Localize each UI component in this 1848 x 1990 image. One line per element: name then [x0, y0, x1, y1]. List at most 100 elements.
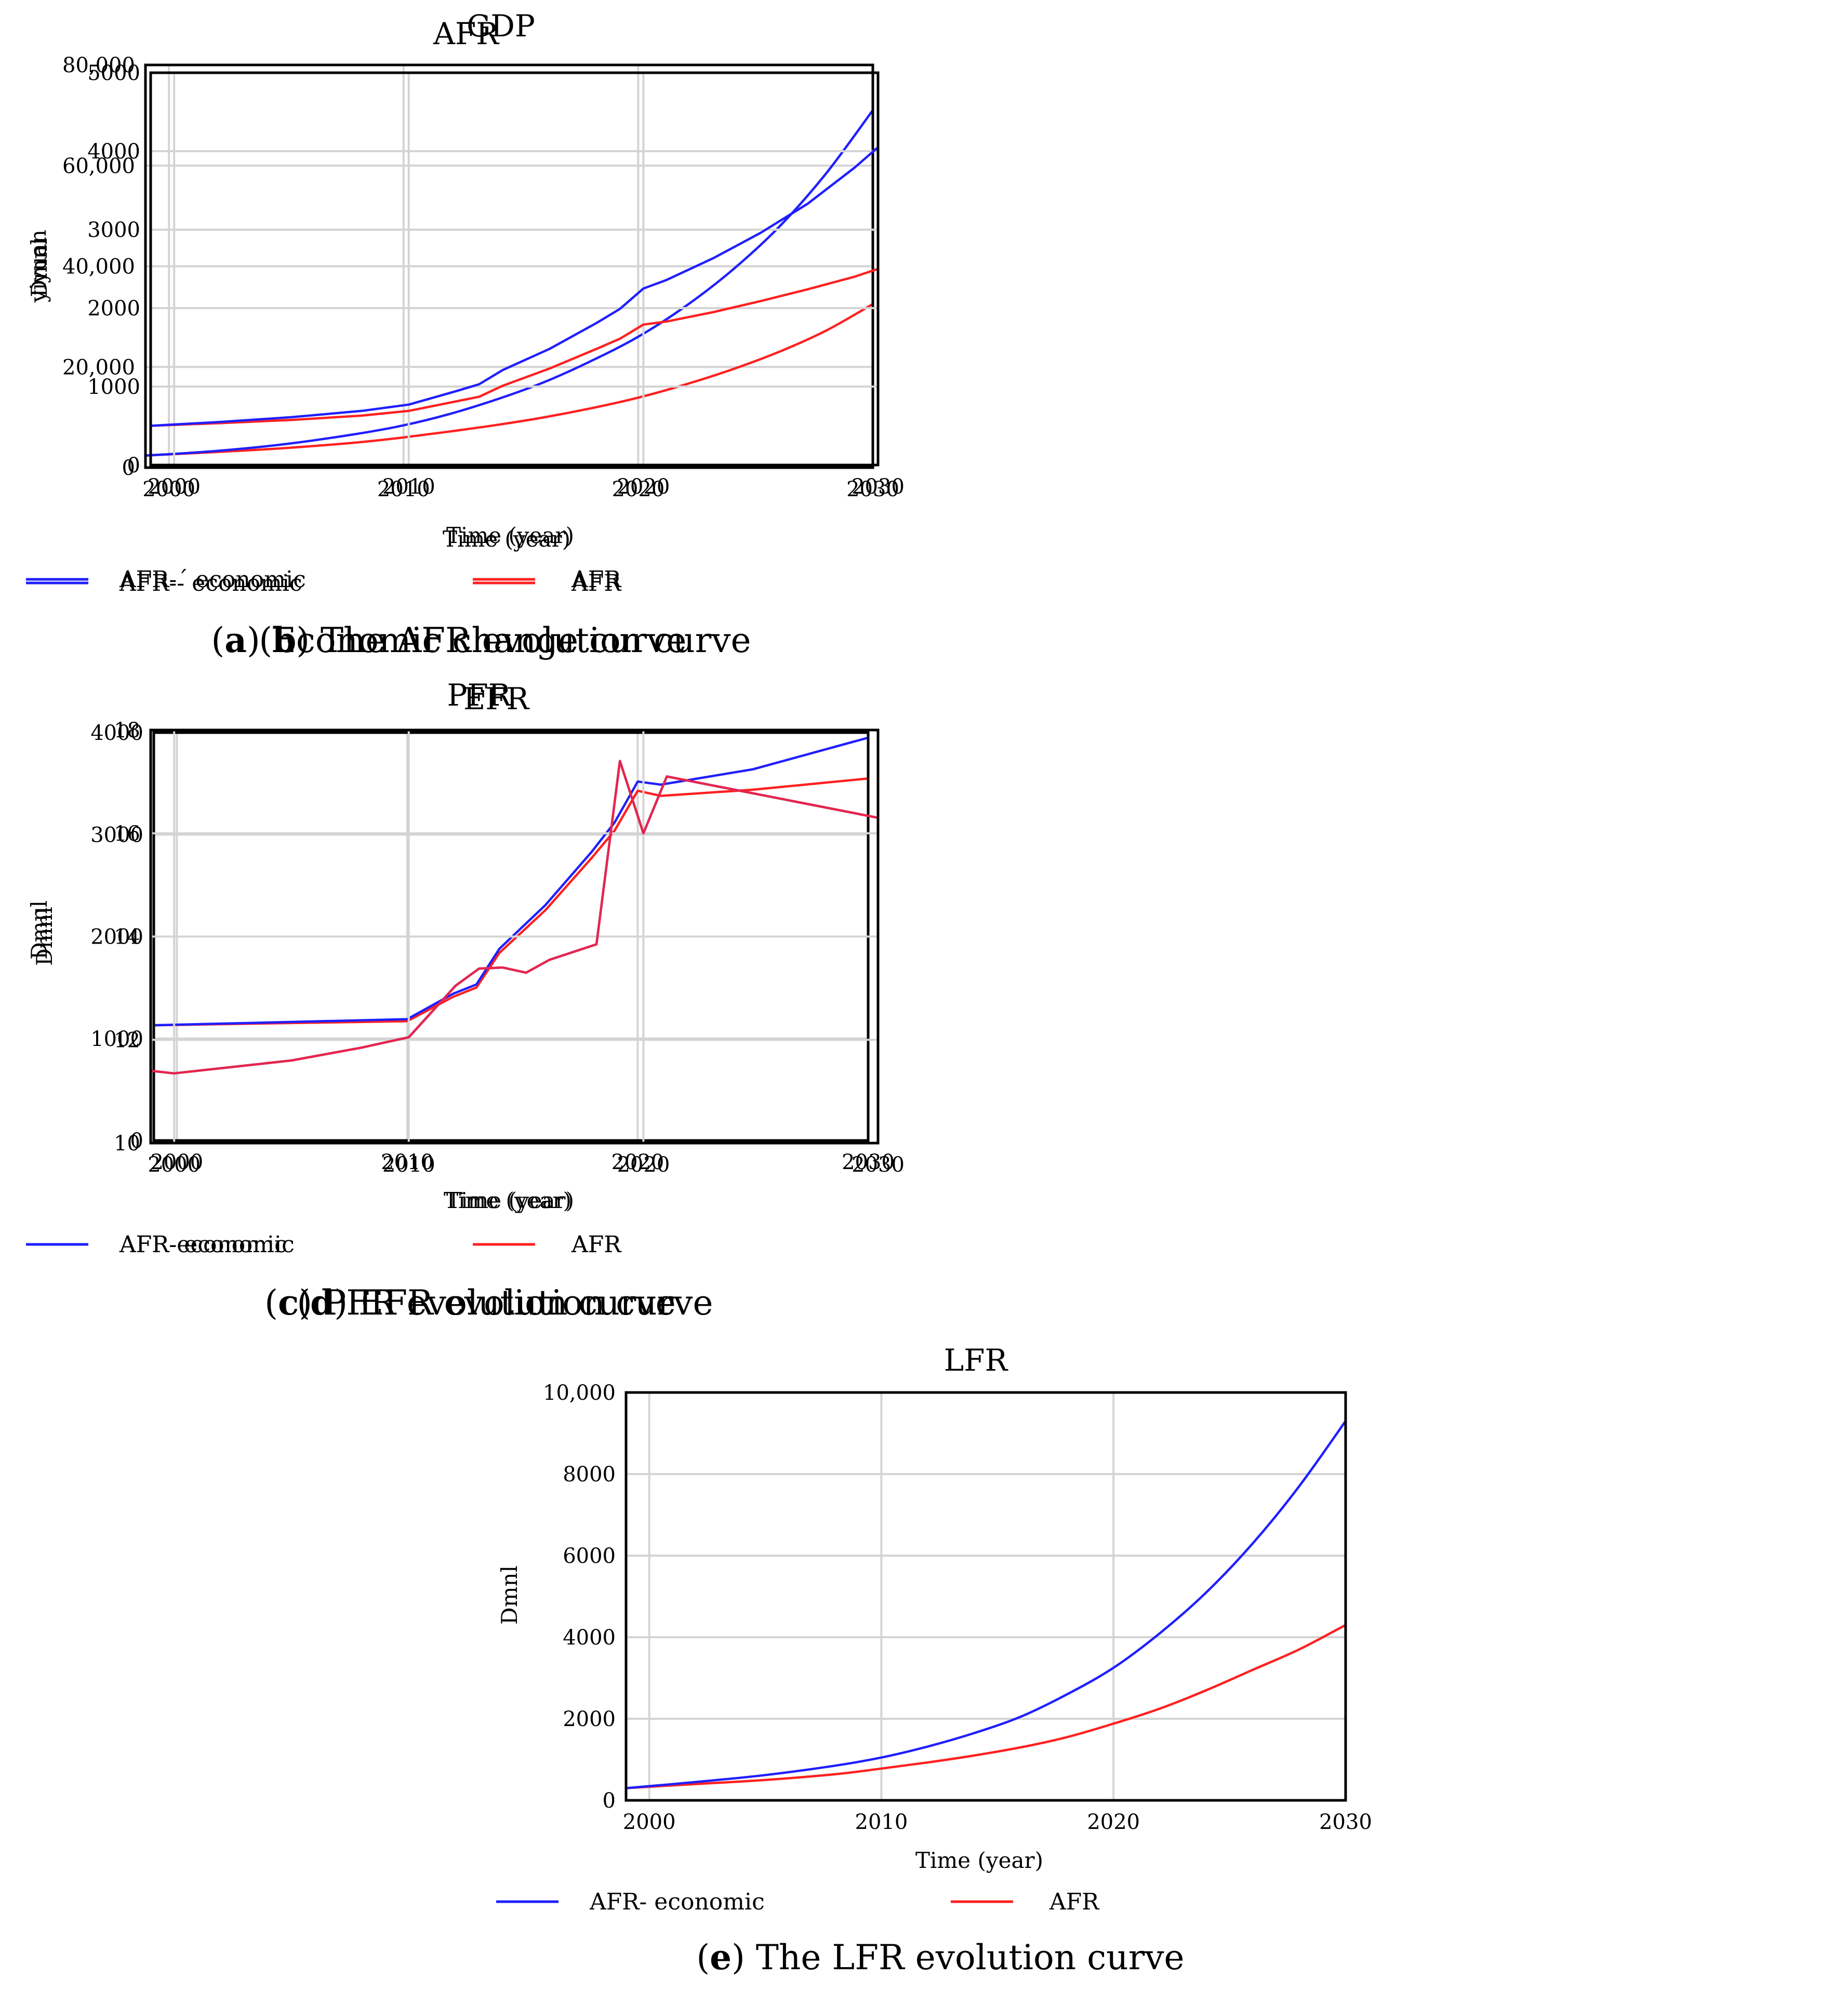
x-axis-label: Time (year): [444, 1188, 571, 1213]
y-axis-label: Dmnl: [26, 900, 52, 960]
chart-svg-lfr: LFR 0 2000 4000 6000 8000 10,000 2000 2010 2020…: [496, 1343, 1372, 1978]
caption-text: EFR evolution curve: [348, 1283, 713, 1323]
panel-caption: (c) PFR evolution curve: [264, 1282, 675, 1323]
chart-title: AFR: [433, 16, 500, 51]
y-tick-label: 5000: [87, 61, 140, 85]
x-axis-label: Time (year): [915, 1848, 1043, 1873]
series-line-afr-economic: [150, 146, 879, 427]
x-tick-label: 2020: [1087, 1810, 1140, 1834]
legend-label: AFR: [571, 1231, 622, 1258]
caption-text: The AFR evolution curve: [310, 620, 751, 660]
x-tick-label: 2000: [150, 1150, 203, 1174]
y-tick-label: 2000: [90, 925, 143, 949]
x-tick-label: 2020: [617, 475, 670, 499]
x-axis-label: Time (year): [443, 526, 570, 552]
x-axis-label: Time (year): [446, 523, 574, 548]
y-tick-label: 10: [114, 1132, 140, 1156]
x-tick-label: 2030: [842, 1150, 895, 1174]
y-tick-label: 16: [114, 822, 140, 846]
y-tick-label: 0: [122, 456, 135, 480]
chart-svg-pfr: PFR 0 1000 2000 3000 4000 2000 2010 2020 2030 D…: [26, 678, 895, 1323]
x-tick-label: 2030: [852, 1153, 905, 1177]
x-tick-label: 2020: [611, 1150, 664, 1174]
y-tick-label: 6000: [563, 1544, 616, 1568]
legend-label: AFR-economic: [119, 1231, 287, 1258]
legend-label: AFR- economic: [119, 1231, 295, 1258]
y-tick-label: 1000: [90, 1027, 143, 1051]
y-axis-label: Dmnl: [26, 238, 52, 297]
y-tick-label: 40,000: [62, 255, 135, 279]
plot-frame: [144, 63, 874, 469]
panel-caption: (b) The AFR evolution curve: [259, 620, 751, 660]
y-tick-label: 2000: [87, 297, 140, 321]
y-tick-label: 60,000: [62, 154, 135, 178]
series-line-afr: [150, 268, 879, 427]
y-tick-label: 4000: [563, 1626, 616, 1650]
y-axis-label: Dmnl: [497, 1566, 522, 1625]
series-line-afr-economic: [626, 1420, 1347, 1789]
chart-panel-lfr: LFR 0 2000 4000 6000 8000 10,000 2000 2010 2020…: [0, 1330, 1848, 1990]
plot-frame: [624, 1391, 1347, 1802]
y-tick-label: 2000: [563, 1707, 616, 1731]
chart-panel-afr: AFR 0 1000 2000 3000 4000 5000 2000 2010 2020 20…: [0, 0, 913, 670]
series-line-afr: [145, 303, 874, 457]
chart-panel-efr: EFR 10 12 14 16 18 2000 2010 2020 2030 Dmnl Tim…: [0, 670, 913, 1335]
y-tick-label: 10,000: [543, 1381, 616, 1405]
y-tick-label: 8000: [563, 1463, 616, 1487]
panel-caption: (d) EFR evolution curve: [297, 1282, 713, 1323]
caption-text: The LFR evolution curve: [745, 1938, 1185, 1978]
x-tick-label: 2010: [382, 1153, 435, 1177]
legend-label: AFR: [571, 1231, 622, 1258]
x-tick-label: 2020: [617, 1153, 670, 1177]
series-line-afr: [150, 760, 879, 1075]
series-line-afr: [153, 777, 869, 1027]
caption-letter: d: [310, 1282, 334, 1323]
chart-panel-pfr: PFR 0 1000 2000 3000 4000 2000 2010 2020 2030 D…: [0, 670, 924, 1335]
caption-letter: a: [224, 620, 247, 660]
x-tick-label: 2010: [855, 1810, 908, 1834]
series-line-afr-economic: [150, 760, 879, 1075]
x-tick-label: 2000: [148, 475, 201, 499]
x-tick-label: 2030: [846, 477, 899, 501]
series-line-afr: [626, 1624, 1347, 1789]
y-tick-label: 12: [114, 1028, 140, 1052]
x-tick-label: 2020: [611, 477, 664, 501]
chart-title: GDP: [467, 8, 535, 44]
chart-svg-efr: EFR 10 12 14 16 18 2000 2010 2020 2030 Dmnl Tim…: [26, 681, 905, 1323]
caption-letter: b: [272, 620, 296, 660]
x-tick-label: 2030: [1319, 1810, 1372, 1834]
x-axis-label: Time (year): [446, 1188, 574, 1213]
x-tick-label: 2010: [382, 475, 435, 499]
y-tick-label: 1000: [87, 375, 140, 399]
x-tick-label: 2010: [377, 477, 430, 501]
legend-label: AFR: [571, 566, 622, 593]
y-tick-label: 14: [114, 925, 140, 949]
y-tick-label: 4000: [87, 140, 140, 164]
x-tick-label: 2000: [623, 1810, 676, 1834]
legend-label: AFR-´ economic: [119, 566, 306, 593]
y-tick-label: 3000: [90, 823, 143, 847]
y-axis-label: Dmnl: [32, 907, 57, 966]
chart-title: PFR: [447, 678, 512, 713]
caption-text: PFR evolution curve: [312, 1283, 676, 1323]
plot-frame: [149, 728, 880, 1145]
panel-caption: (a) Economic change curve: [211, 620, 687, 660]
y-tick-label: 20,000: [62, 355, 135, 379]
caption-letter: c: [278, 1282, 299, 1323]
caption-text: Economic change curve: [260, 620, 687, 660]
y-tick-label: 80,000: [62, 54, 135, 77]
x-tick-label: 2000: [148, 1153, 201, 1177]
legend-label: AFR- economic: [589, 1889, 765, 1915]
legend-label: AFR: [1049, 1889, 1100, 1915]
legend-label: AFR-- economic: [119, 570, 302, 596]
panel-caption: (e) The LFR evolution curve: [696, 1937, 1184, 1978]
x-tick-label: 2000: [142, 477, 195, 501]
chart-title: LFR: [944, 1343, 1009, 1378]
y-tick-label: 0: [603, 1789, 616, 1813]
legend-label: AFR: [571, 570, 622, 596]
y-tick-label: 0: [127, 454, 140, 477]
caption-letter: e: [710, 1937, 732, 1978]
y-tick-label: 0: [130, 1129, 143, 1153]
y-axis-label: yiyuan: [25, 230, 51, 303]
